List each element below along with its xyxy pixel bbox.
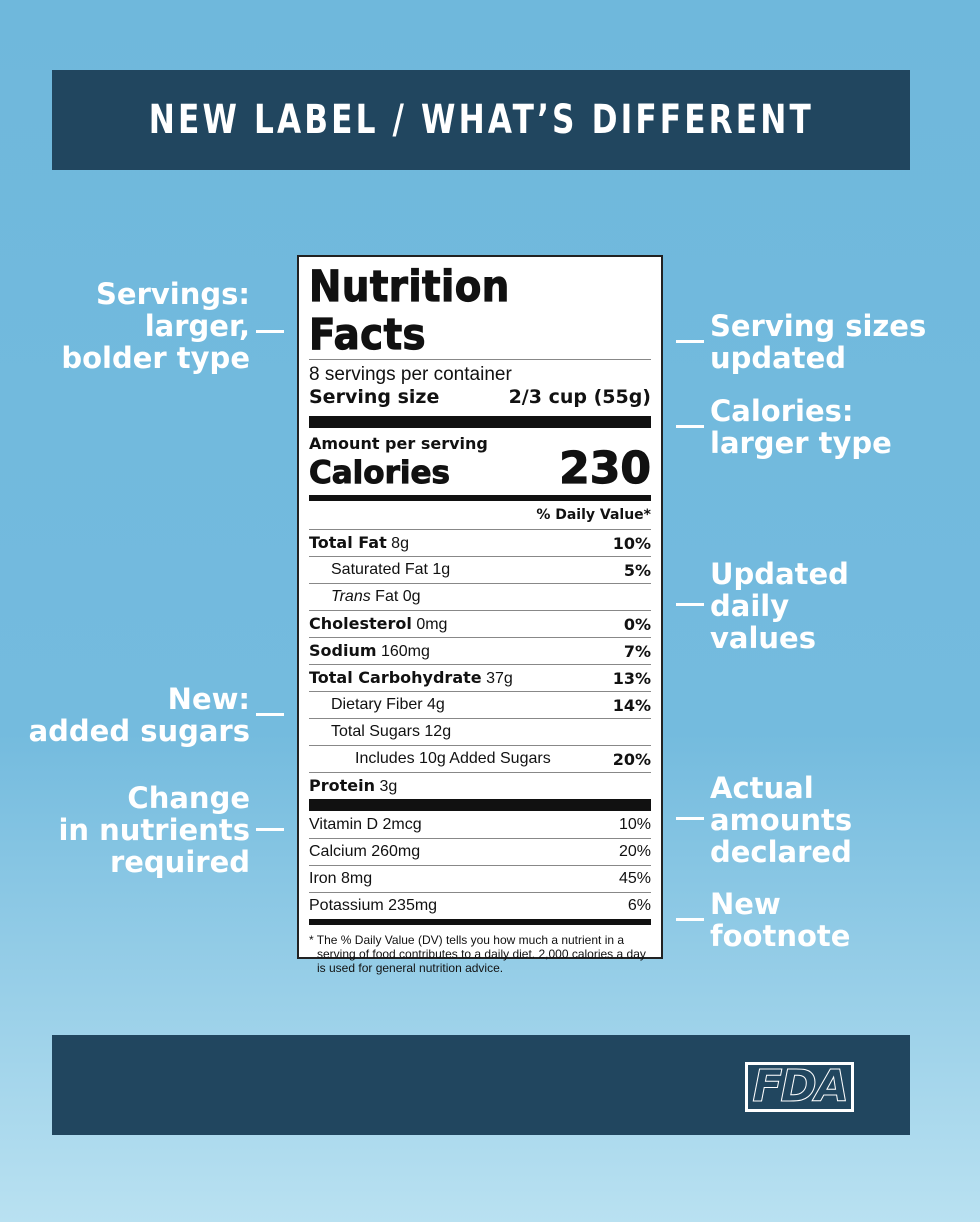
nutrient-row: Includes 10g Added Sugars 20% [309,745,651,772]
annotation-left: Servings: larger, bolder type [61,277,250,375]
nutrient-name: Cholesterol [309,614,412,633]
divider [309,919,651,925]
annotation-right: New footnote [710,887,851,953]
nutrient-name: Dietary Fiber [331,696,423,713]
nutrient-name: Saturated Fat [331,561,428,578]
vitamin-name: Calcium 260mg [309,843,421,860]
annotation-dash [676,817,704,820]
vitamin-name: Potassium 235mg [309,897,438,914]
nutrient-name: Total Sugars [331,723,420,740]
vitamin-row: Potassium 235mg 6% [309,892,651,919]
annotation-right: Updated daily values [710,557,849,655]
nutrient-row: Dietary Fiber 4g 14% [309,691,651,718]
nutrient-name: Total Fat [309,533,387,552]
nutrient-row: Total Fat 8g 10% [309,529,651,556]
nutrition-facts-label: Nutrition Facts 8 servings per container… [297,255,663,975]
calories-label: Calories [309,455,451,492]
nutrient-dv: 7% [623,641,651,661]
calories-value: 230 [559,443,652,494]
serving-size-value: 2/3 cup (55g) [508,386,651,408]
vitamin-dv: 6% [627,897,651,914]
vitamin-dv: 45% [618,870,651,887]
nutrient-amount: 4g [427,696,445,713]
nutrient-dv: 20% [612,749,651,769]
label-title: Nutrition Facts [308,262,510,360]
daily-value-header: % Daily Value* [536,507,651,523]
footnote: * The % Daily Value (DV) tells you how m… [309,933,646,975]
serving-size-label: Serving size [309,386,440,408]
nutrient-dv: 14% [612,695,651,715]
annotation-right: Actual amounts declared [710,771,853,869]
nutrient-dv: 5% [623,560,651,580]
nutrient-amount: Fat 0g [375,588,421,605]
nutrient-row: Protein 3g [309,772,651,799]
nutrient-row: Total Sugars 12g [309,718,651,745]
nutrient-name: Sodium [309,641,377,660]
nutrient-dv: 0% [623,614,651,634]
annotation-dash [676,603,704,606]
annotation-dash [676,918,704,921]
annotation-dash [676,340,704,343]
nutrient-amount: 37g [486,670,513,687]
vitamin-row: Iron 8mg 45% [309,865,651,892]
fda-logo: FDA [745,1061,854,1112]
vitamin-name: Iron 8mg [309,870,373,887]
servings-per-container: 8 servings per container [309,364,512,385]
nutrient-amount: 12g [424,723,452,740]
annotation-left: Change in nutrients required [58,781,250,879]
header-band: NEW LABEL / WHAT’S DIFFERENT [52,70,910,170]
annotation-dash [256,330,284,333]
nutrient-name: Trans [331,588,371,605]
nutrient-row: Total Carbohydrate 37g 13% [309,664,651,691]
amount-per-serving: Amount per serving [309,434,488,453]
page-title: NEW LABEL / WHAT’S DIFFERENT [148,97,814,143]
nutrient-row: Saturated Fat 1g 5% [309,556,651,583]
nutrient-amount: 3g [379,778,398,795]
footer-band: FDA [52,1035,910,1135]
vitamin-dv: 20% [618,843,651,860]
nutrient-list: Total Fat 8g 10% Saturated Fat 1g 5% Trans F… [309,529,651,799]
nutrient-dv: 13% [612,668,651,688]
annotation-right: Serving sizes updated [710,309,927,375]
nutrient-row: Cholesterol 0mg 0% [309,610,651,637]
nutrient-amount: 8g [391,535,409,552]
vitamin-row: Vitamin D 2mcg 10% [309,811,651,838]
nutrient-name: Includes 10g Added Sugars [355,750,551,767]
vitamin-row: Calcium 260mg 20% [309,838,651,865]
annotation-dash [256,828,284,831]
annotation-left: New: added sugars [28,682,250,748]
nutrient-name: Total Carbohydrate [309,668,482,687]
vitamin-dv: 10% [618,815,651,833]
vitamin-list: Vitamin D 2mcg 10% Calcium 260mg 20% Iron 8m… [309,811,651,919]
annotation-dash [676,425,704,428]
nutrient-name: Protein [309,776,375,795]
divider [309,495,651,501]
annotation-dash [256,713,284,716]
divider [309,416,651,428]
nutrient-amount: 1g [432,561,451,578]
nutrient-row: Trans Fat 0g [309,583,651,610]
annotation-right: Calories: larger type [710,394,892,460]
nutrient-amount: 160mg [380,643,430,660]
nutrient-row: Sodium 160mg 7% [309,637,651,664]
vitamin-name: Vitamin D 2mcg [309,815,422,833]
divider [309,799,651,811]
nutrient-amount: 0mg [416,616,448,633]
nutrient-dv: 10% [612,533,651,553]
